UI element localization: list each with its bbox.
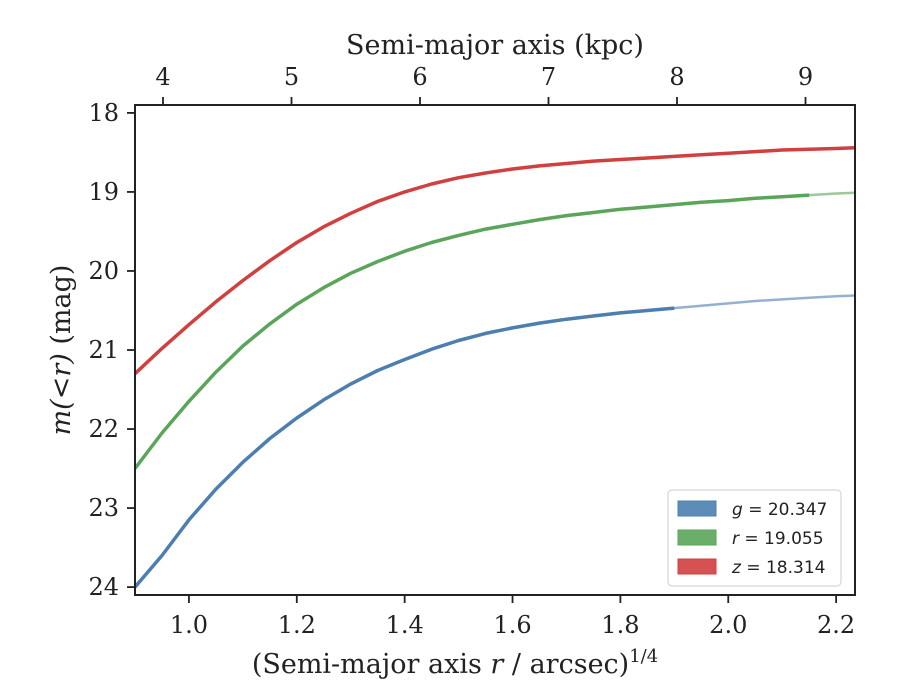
- legend-var: r: [732, 529, 740, 549]
- top-axis: 4 5 6 7 8 9: [155, 63, 813, 105]
- top-tick-label: 9: [798, 63, 813, 91]
- x-tick-label: 1.0: [170, 611, 208, 639]
- y-axis-title-var: m(<r): [46, 353, 77, 435]
- bottom-axis: 1.0 1.2 1.4 1.6 1.8 2.0 2.2: [170, 595, 855, 639]
- legend-swatch-z: [677, 558, 717, 575]
- x-tick-label: 1.2: [278, 611, 316, 639]
- x-tick-label: 1.8: [601, 611, 639, 639]
- x-tick-label: 1.6: [493, 611, 531, 639]
- series-line-z: [135, 145, 855, 375]
- x-axis-title: (Semi-major axis r / arcsec)1/4: [252, 646, 658, 680]
- legend-label-r: r = 19.055: [732, 529, 824, 549]
- y-tick-label: 22: [88, 415, 119, 443]
- legend-label-z: z = 18.314: [731, 558, 825, 578]
- x-axis-title-prefix: (Semi-major axis: [252, 649, 491, 680]
- series-layer: [135, 145, 855, 589]
- series-line-r: [135, 193, 810, 470]
- y-tick-label: 23: [88, 494, 119, 522]
- x-tick-label: 2.2: [817, 611, 855, 639]
- top-tick-label: 6: [412, 63, 427, 91]
- x-tick-label: 1.4: [386, 611, 424, 639]
- x-axis-title-exponent: 1/4: [629, 646, 658, 667]
- legend-swatch-r: [677, 529, 717, 546]
- top-tick-label: 5: [284, 63, 299, 91]
- y-tick-label: 20: [88, 257, 119, 285]
- top-tick-label: 4: [155, 63, 170, 91]
- legend-value: = 20.347: [743, 500, 828, 520]
- series-line-z-faint: [135, 146, 855, 375]
- series-line-g: [135, 306, 675, 589]
- legend-label-g: g = 20.347: [732, 500, 827, 520]
- left-axis: 18 19 20 21 22 23 24: [88, 99, 135, 601]
- y-tick-label: 24: [88, 573, 119, 601]
- x-tick-label: 2.0: [709, 611, 747, 639]
- x-axis-title-suffix: / arcsec): [503, 649, 629, 680]
- top-axis-title: Semi-major axis (kpc): [346, 30, 644, 61]
- legend-var: g: [732, 500, 743, 520]
- top-tick-label: 8: [669, 63, 684, 91]
- y-axis-title-unit: (mag): [46, 265, 77, 354]
- legend-swatch-g: [677, 500, 717, 517]
- legend-var: z: [731, 558, 742, 578]
- y-axis-title: m(<r) (mag): [46, 265, 77, 436]
- legend-value: = 18.314: [741, 558, 826, 578]
- y-tick-label: 18: [88, 99, 119, 127]
- y-tick-label: 21: [88, 336, 119, 364]
- x-axis-title-var: r: [490, 649, 505, 680]
- top-tick-label: 7: [541, 63, 556, 91]
- legend-value: = 19.055: [739, 529, 824, 549]
- y-tick-label: 19: [88, 178, 119, 206]
